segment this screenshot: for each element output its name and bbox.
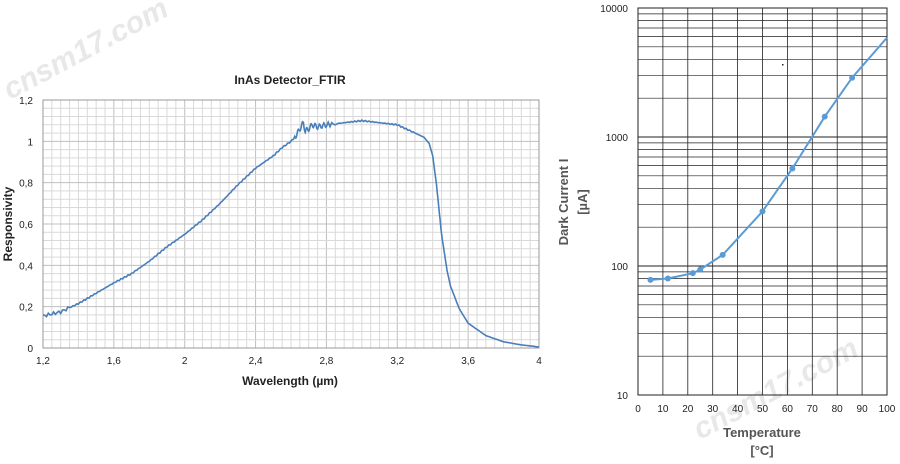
y-tick-label: 100 — [611, 262, 628, 273]
x-tick-label: 4 — [536, 356, 542, 367]
dark-current-y-axis-label: Dark Current I — [556, 159, 571, 246]
x-tick-label: 30 — [707, 404, 719, 415]
dark-current-x-ticks: 0 10 20 30 40 50 60 70 80 90 100 — [635, 404, 896, 415]
x-tick-label: 40 — [732, 404, 744, 415]
y-tick-label: 0,8 — [19, 179, 33, 190]
x-tick-label: 100 — [879, 404, 896, 415]
responsivity-x-axis-label: Wavelength (µm) — [242, 374, 338, 388]
y-tick-label: 10000 — [600, 4, 628, 15]
dark-current-grid — [637, 7, 888, 396]
data-point — [664, 275, 671, 282]
x-tick-label: 1,6 — [107, 356, 121, 367]
dark-current-chart: 0 10 20 30 40 50 60 70 80 90 100 10 100 1000 10000 Te… — [556, 4, 896, 458]
x-tick-label: 1,2 — [36, 356, 50, 367]
x-tick-label: 50 — [757, 404, 769, 415]
data-point — [789, 165, 796, 172]
y-tick-label: 0,4 — [19, 261, 33, 272]
x-tick-label: 2 — [182, 356, 188, 367]
y-tick-label: 0 — [27, 344, 33, 355]
watermark-left: cnsm17.com — [0, 0, 174, 106]
data-point — [647, 276, 654, 283]
dark-current-points — [647, 74, 856, 283]
x-tick-label: 2,8 — [319, 356, 333, 367]
x-tick-label: 60 — [782, 404, 794, 415]
x-tick-label: 3,6 — [461, 356, 475, 367]
responsivity-x-ticks: 1,2 1,6 2 2,4 2,8 3,2 3,6 4 — [36, 356, 542, 367]
y-tick-label: 1 — [27, 137, 33, 148]
x-tick-label: 10 — [657, 404, 669, 415]
dark-current-x-axis-unit: [°C] — [750, 443, 773, 458]
y-tick-label: 10 — [617, 391, 629, 402]
x-tick-label: 70 — [807, 404, 819, 415]
x-tick-label: 3,2 — [390, 356, 404, 367]
data-point — [719, 251, 726, 258]
y-tick-label: 1000 — [606, 133, 629, 144]
data-point — [821, 113, 828, 120]
dark-current-y-ticks: 10 100 1000 10000 — [600, 4, 628, 402]
plot-area-border — [637, 7, 888, 396]
responsivity-y-axis-label: Responsivity — [1, 186, 15, 261]
responsivity-chart: InAs Detector_FTIR 1,2 1,6 2 2,4 2,8 3,2 3,6 4 … — [1, 73, 542, 388]
dark-current-y-axis-unit: [µA] — [575, 189, 590, 215]
y-tick-label: 0,2 — [19, 303, 33, 314]
data-point — [849, 74, 856, 81]
x-tick-label: 2,4 — [249, 356, 263, 367]
y-tick-label: 1,2 — [19, 96, 33, 107]
responsivity-grid — [42, 99, 540, 349]
dark-current-x-axis-label: Temperature — [723, 425, 801, 440]
stray-dot — [782, 64, 784, 66]
x-tick-label: 0 — [635, 404, 641, 415]
x-tick-label: 20 — [682, 404, 694, 415]
watermark-group: cnsm17.com cnsm17.com — [0, 0, 864, 446]
plot-area-border — [42, 99, 540, 349]
y-tick-label: 0,6 — [19, 220, 33, 231]
data-point — [759, 208, 766, 215]
responsivity-y-ticks: 0 0,2 0,4 0,6 0,8 1 1,2 — [19, 96, 33, 355]
dark-current-series-line — [650, 36, 888, 281]
responsivity-series-line — [42, 118, 540, 348]
data-point — [689, 270, 696, 277]
responsivity-chart-title: InAs Detector_FTIR — [234, 73, 346, 87]
x-tick-label: 80 — [832, 404, 844, 415]
x-tick-label: 90 — [857, 404, 869, 415]
data-point — [697, 266, 704, 273]
